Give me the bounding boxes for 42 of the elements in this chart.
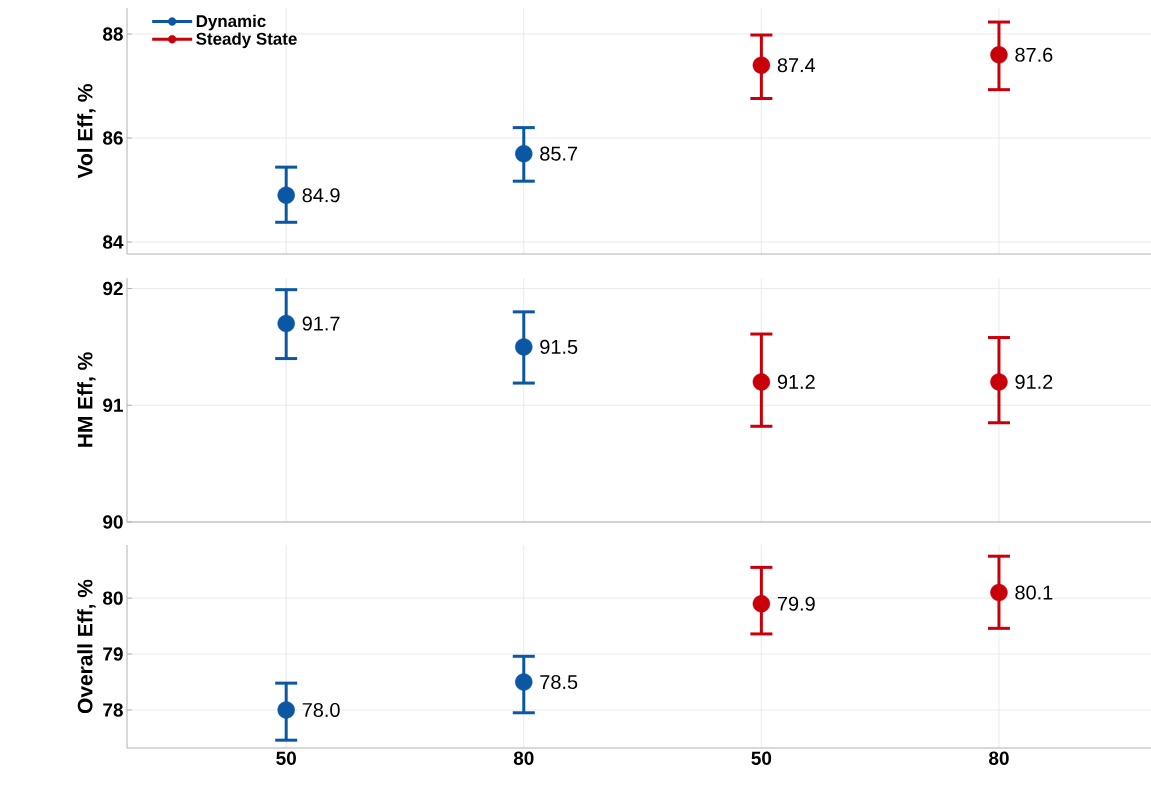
legend-label: Dynamic: [196, 14, 266, 31]
point: [515, 144, 533, 163]
data-label: 79.9: [777, 596, 815, 611]
point: [990, 46, 1008, 64]
legend-label: Steady State: [196, 32, 297, 49]
x-tick-label: 50: [751, 751, 772, 765]
data-label: 91.2: [1015, 374, 1053, 389]
y-axis-title: Overall Eff, %: [77, 579, 96, 714]
point: [515, 673, 533, 691]
y-tick-label: 86: [103, 131, 123, 145]
point: [752, 595, 771, 613]
point: [752, 56, 771, 74]
point: [277, 314, 295, 333]
y-tick-label: 90: [103, 515, 123, 529]
point: [277, 701, 295, 719]
y-axis-title: HM Eff, %: [77, 352, 96, 447]
data-label: 91.2: [777, 374, 815, 389]
y-tick-label: 79: [103, 647, 123, 661]
y-tick-label: 91: [103, 398, 123, 412]
y-tick-label: 80: [103, 591, 123, 605]
data-label: 78.5: [540, 674, 578, 690]
point: [990, 373, 1008, 391]
y-tick-label: 84: [103, 235, 124, 249]
x-tick-label: 50: [276, 751, 296, 765]
point: [752, 373, 771, 391]
data-label: 85.7: [540, 146, 578, 161]
y-axis-title: Vol Eff, %: [77, 84, 96, 179]
x-tick-label: 80: [513, 751, 534, 765]
x-tick-label: 80: [989, 751, 1009, 765]
y-tick-label: 78: [103, 703, 123, 717]
data-label: 91.7: [302, 316, 340, 331]
data-label: 84.9: [302, 188, 340, 203]
data-label: 91.5: [540, 339, 578, 354]
data-label: 87.4: [777, 58, 816, 73]
data-label: 78.0: [302, 702, 340, 718]
point: [990, 583, 1008, 602]
data-label: 80.1: [1015, 585, 1053, 600]
y-tick-label: 92: [103, 281, 123, 296]
y-tick-label: 88: [103, 27, 123, 41]
point: [515, 338, 533, 356]
data-label: 87.6: [1015, 47, 1053, 62]
point: [277, 186, 295, 204]
